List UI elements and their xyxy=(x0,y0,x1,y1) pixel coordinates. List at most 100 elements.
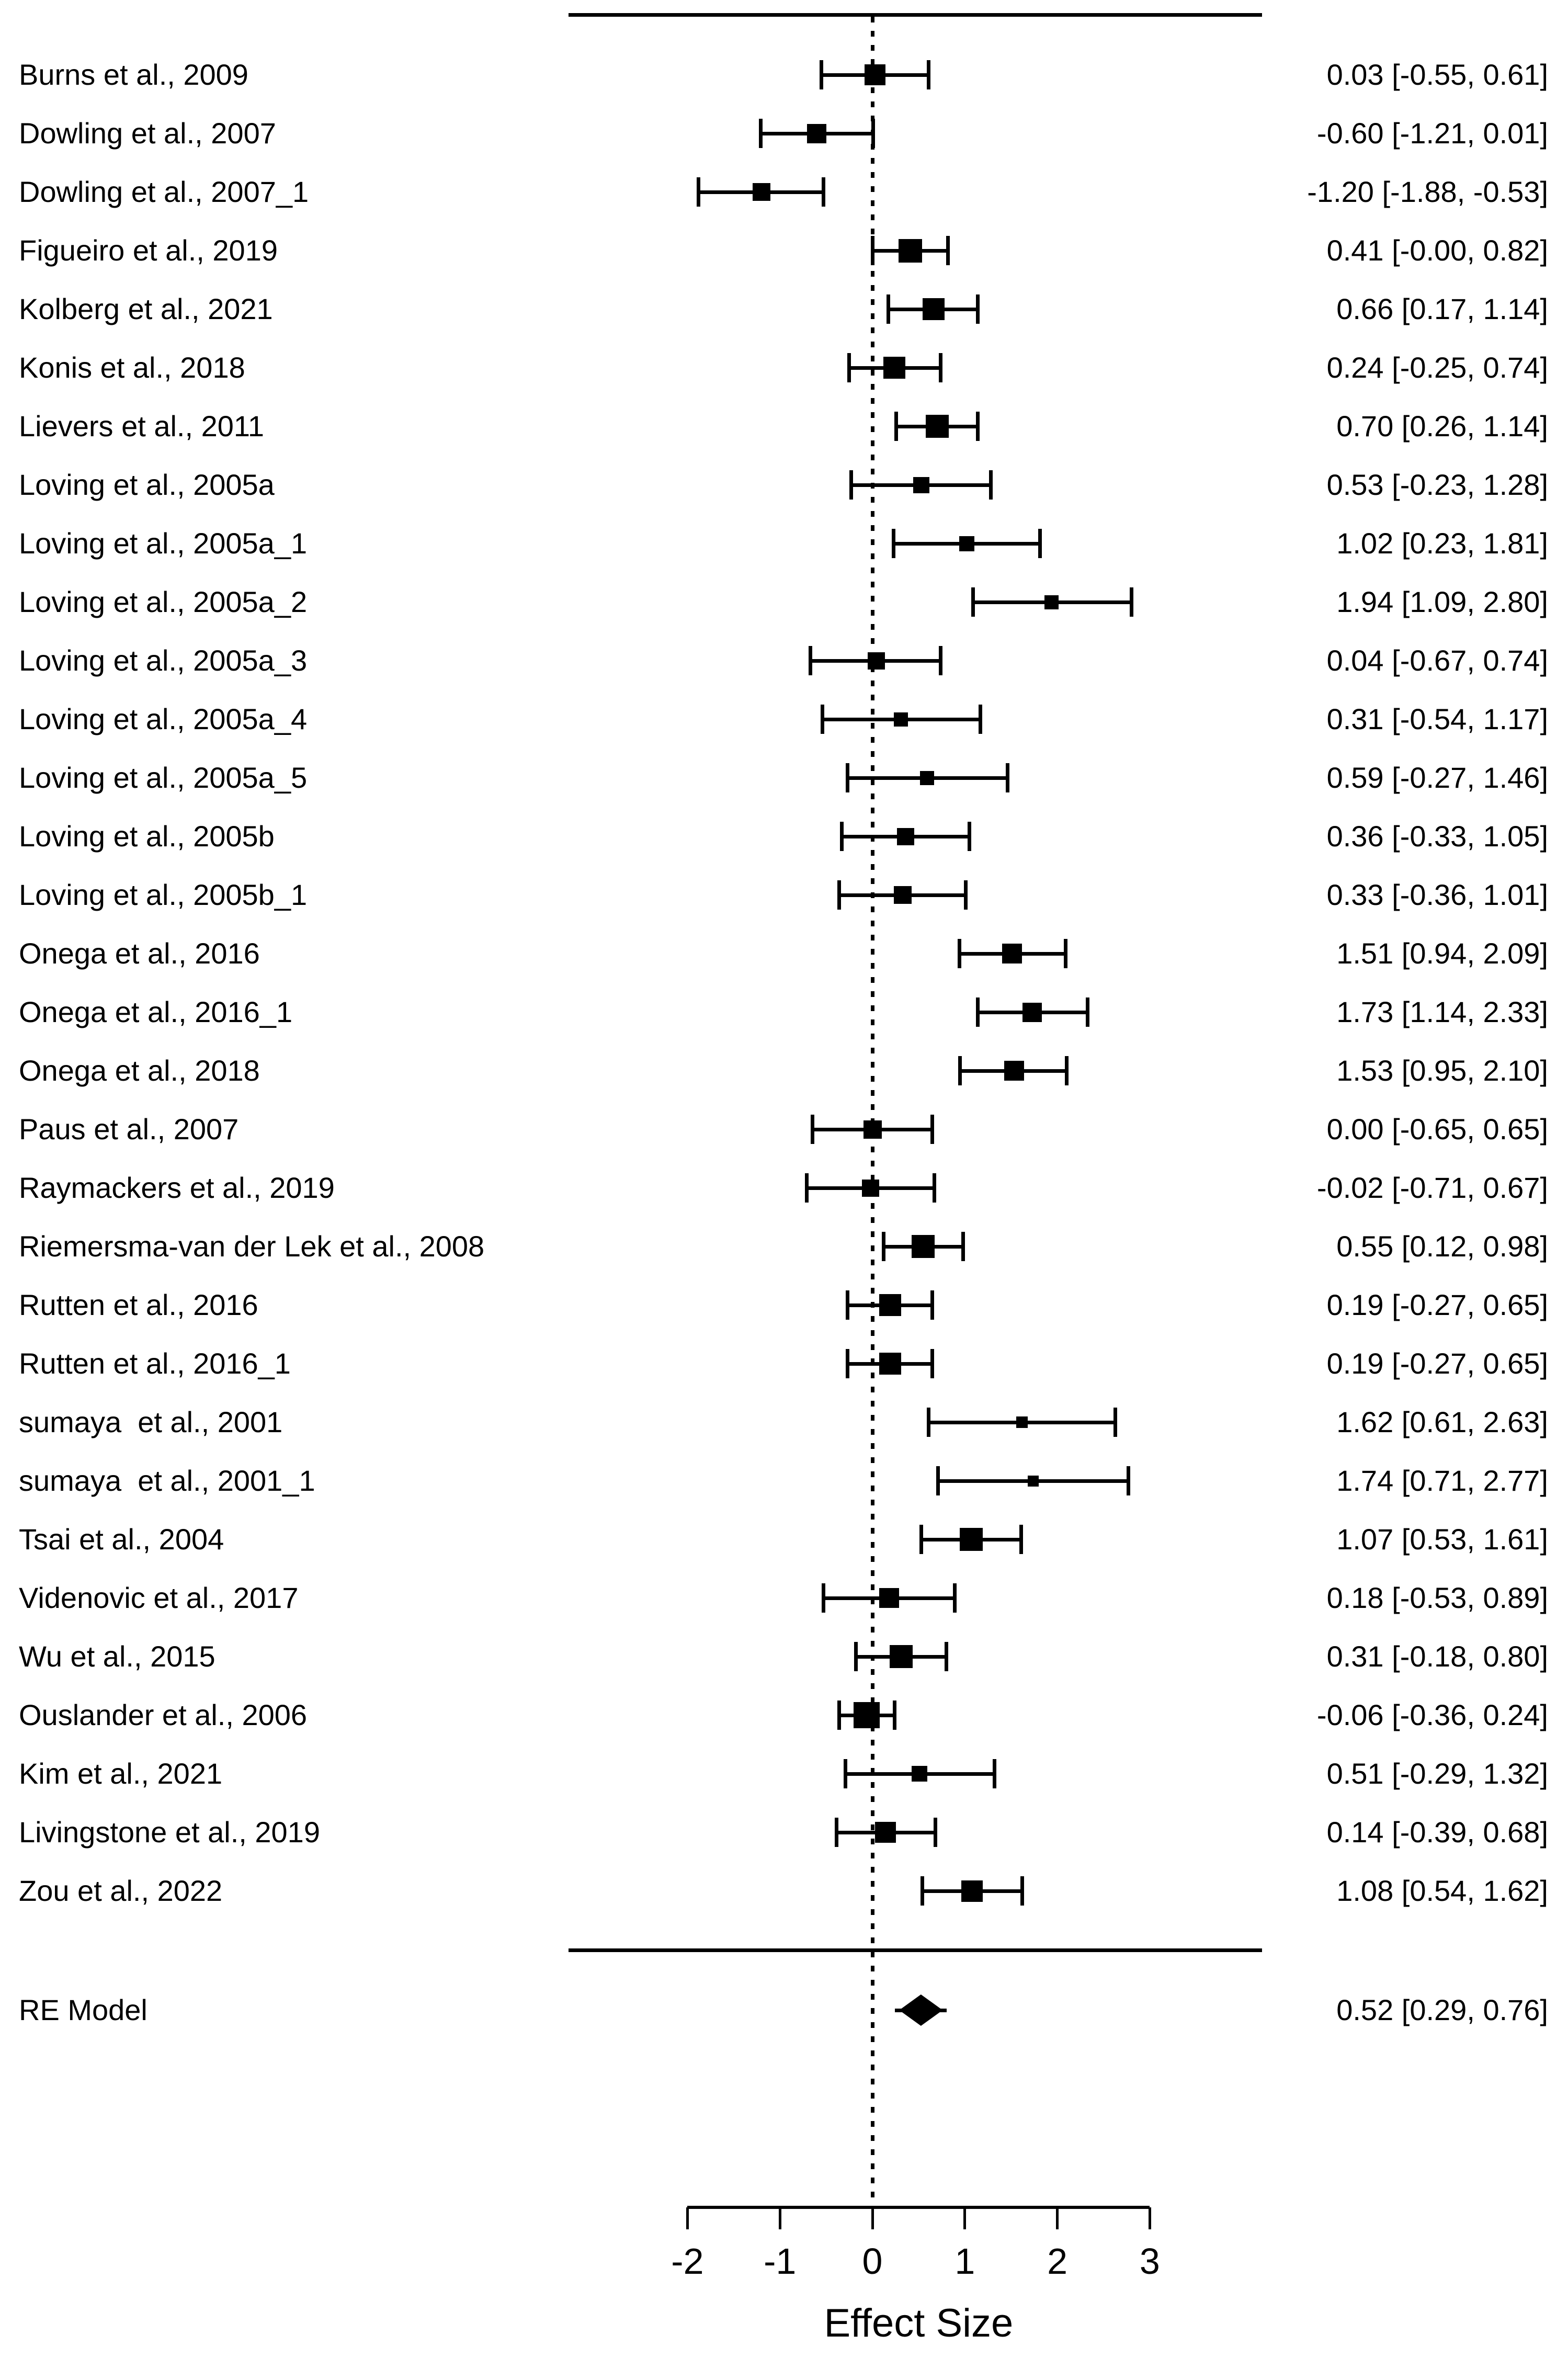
study-label: Lievers et al., 2011 xyxy=(19,410,265,443)
ci-cap-right xyxy=(892,1701,896,1730)
study-label: Dowling et al., 2007 xyxy=(19,117,276,150)
study-value: 0.55 [0.12, 0.98] xyxy=(1336,1230,1548,1263)
study-label: Livingstone et al., 2019 xyxy=(19,1816,320,1849)
ci-cap-right xyxy=(930,1290,935,1320)
study-label: Figueiro et al., 2019 xyxy=(19,234,278,267)
ci-cap-right xyxy=(1064,939,1067,968)
study-value: 0.33 [-0.36, 1.01] xyxy=(1326,878,1548,911)
effect-estimate-square xyxy=(898,239,922,263)
ci-cap-right xyxy=(952,1583,957,1613)
ci-cap-left xyxy=(697,177,701,207)
effect-estimate-square xyxy=(1004,1061,1024,1081)
ci-cap-right xyxy=(939,353,943,382)
study-label: Loving et al., 2005a_4 xyxy=(19,702,308,735)
ci-cap-left xyxy=(927,1408,931,1437)
study-label: Raymackers et al., 2019 xyxy=(19,1171,335,1204)
study-label: Ouslander et al., 2006 xyxy=(19,1698,308,1731)
effect-estimate-square xyxy=(879,1294,901,1316)
ci-cap-left xyxy=(834,1818,838,1847)
study-label: Loving et al., 2005a_2 xyxy=(19,585,308,618)
x-axis-tick xyxy=(686,2207,689,2229)
x-axis-tick xyxy=(963,2207,967,2229)
x-axis-line xyxy=(687,2206,1150,2209)
top-rule xyxy=(569,13,1262,17)
ci-cap-left xyxy=(957,939,961,968)
study-value: 0.19 [-0.27, 0.65] xyxy=(1326,1288,1548,1321)
effect-estimate-square xyxy=(925,415,949,438)
x-axis-tick xyxy=(778,2207,781,2229)
effect-estimate-square xyxy=(1002,944,1022,963)
study-value: 0.18 [-0.53, 0.89] xyxy=(1326,1581,1548,1614)
effect-estimate-square xyxy=(752,183,770,201)
study-value: 0.19 [-0.27, 0.65] xyxy=(1326,1347,1548,1380)
effect-estimate-square xyxy=(1044,595,1059,609)
study-label: Rutten et al., 2016 xyxy=(19,1288,258,1321)
effect-estimate-square xyxy=(879,1353,901,1375)
study-label: Loving et al., 2005a_3 xyxy=(19,644,308,677)
study-label: sumaya et al., 2001_1 xyxy=(19,1464,315,1497)
study-label: Zou et al., 2022 xyxy=(19,1874,223,1907)
ci-cap-right xyxy=(932,1173,936,1203)
ci-cap-right xyxy=(944,1642,948,1671)
study-value: 0.70 [0.26, 1.14] xyxy=(1336,410,1548,443)
study-value: 1.73 [1.14, 2.33] xyxy=(1336,995,1548,1028)
study-value: 1.51 [0.94, 2.09] xyxy=(1336,937,1548,970)
ci-cap-left xyxy=(976,997,980,1027)
ci-cap-left xyxy=(844,1759,848,1788)
ci-cap-left xyxy=(809,646,813,675)
study-value: 0.31 [-0.18, 0.80] xyxy=(1326,1640,1548,1673)
effect-estimate-square xyxy=(883,357,906,379)
ci-cap-right xyxy=(961,1232,965,1261)
ci-cap-left xyxy=(840,822,844,851)
ci-cap-right xyxy=(1129,587,1133,617)
study-value: 0.59 [-0.27, 1.46] xyxy=(1326,761,1548,794)
study-label: Wu et al., 2015 xyxy=(19,1640,215,1673)
ci-cap-left xyxy=(847,353,851,382)
ci-cap-left xyxy=(837,880,841,910)
ci-cap-right xyxy=(1005,763,1009,792)
study-label: Onega et al., 2018 xyxy=(19,1054,260,1087)
ci-cap-right xyxy=(968,822,972,851)
x-axis-tick-label: 2 xyxy=(1047,2241,1068,2282)
ci-cap-right xyxy=(927,60,931,89)
study-value: 0.36 [-0.33, 1.05] xyxy=(1326,820,1548,853)
ci-cap-left xyxy=(849,470,853,500)
effect-estimate-square xyxy=(874,1822,896,1843)
ci-cap-left xyxy=(919,1525,924,1554)
ci-cap-right xyxy=(1113,1408,1118,1437)
ci-cap-left xyxy=(854,1642,858,1671)
study-label: Riemersma-van der Lek et al., 2008 xyxy=(19,1230,485,1263)
ci-cap-right xyxy=(992,1759,996,1788)
study-label: Kim et al., 2021 xyxy=(19,1757,223,1790)
study-value: -0.60 [-1.21, 0.01] xyxy=(1316,117,1548,150)
study-label: Loving et al., 2005a_5 xyxy=(19,761,308,794)
x-axis-tick xyxy=(871,2207,874,2229)
ci-cap-left xyxy=(958,1056,962,1085)
ci-cap-right xyxy=(1086,997,1090,1027)
ci-cap-right xyxy=(946,236,950,265)
effect-estimate-square xyxy=(894,886,912,904)
effect-estimate-square xyxy=(854,1702,880,1728)
study-value: 1.08 [0.54, 1.62] xyxy=(1336,1874,1548,1907)
ci-cap-left xyxy=(920,1876,924,1906)
study-value: 0.31 [-0.54, 1.17] xyxy=(1326,702,1548,735)
effect-estimate-square xyxy=(1022,1002,1042,1022)
study-label: Loving et al., 2005a_1 xyxy=(19,527,308,560)
ci-cap-left xyxy=(845,1290,849,1320)
ci-cap-left xyxy=(894,412,899,441)
study-label: Dowling et al., 2007_1 xyxy=(19,175,309,208)
effect-estimate-square xyxy=(879,1588,899,1608)
study-value: 0.53 [-0.23, 1.28] xyxy=(1326,468,1548,501)
study-value: 0.00 [-0.65, 0.65] xyxy=(1326,1113,1548,1146)
study-value: 1.53 [0.95, 2.10] xyxy=(1336,1054,1548,1087)
x-axis-tick-label: 1 xyxy=(955,2241,975,2282)
ci-cap-left xyxy=(845,1349,849,1378)
zero-reference-line xyxy=(870,17,874,2207)
study-label: Onega et al., 2016_1 xyxy=(19,995,293,1028)
study-value: -1.20 [-1.88, -0.53] xyxy=(1307,175,1548,208)
x-axis-tick-label: -2 xyxy=(671,2241,704,2282)
x-axis-tick xyxy=(1148,2207,1151,2229)
study-label: Paus et al., 2007 xyxy=(19,1113,239,1146)
study-value: 1.74 [0.71, 2.77] xyxy=(1336,1464,1548,1497)
ci-cap-left xyxy=(886,294,890,324)
